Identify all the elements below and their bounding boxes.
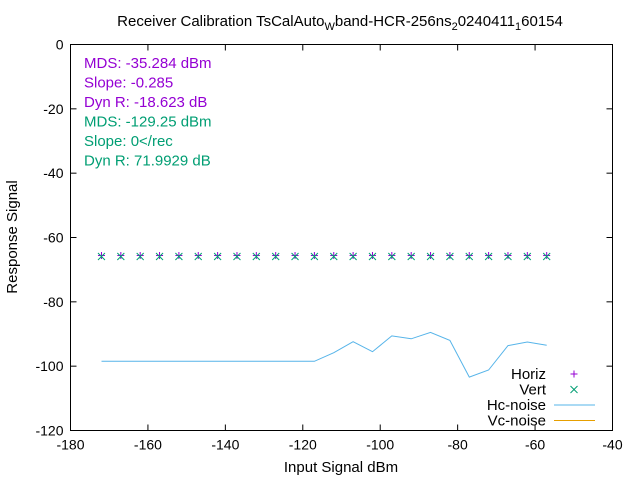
data-point-horiz <box>156 252 164 260</box>
data-point-horiz <box>233 252 241 260</box>
data-point-horiz <box>504 252 512 260</box>
data-point-horiz <box>330 252 338 260</box>
data-point-vert <box>213 252 222 261</box>
title-base: Receiver Calibration TsCalAuto <box>117 13 324 30</box>
data-point-vert <box>310 252 319 261</box>
x-axis-ticks: -180 -160 -140 -120 -100 -80 -60 -40 <box>56 44 623 453</box>
x-tick-label: -120 <box>289 437 317 453</box>
data-point-vert <box>116 252 125 261</box>
legend-label-vc-noise: Vc-noise <box>488 413 546 430</box>
title-mid-2: 0240411 <box>458 13 515 30</box>
data-point-vert <box>387 252 396 261</box>
x-tick-label: -100 <box>366 437 394 453</box>
data-point-horiz <box>523 252 531 260</box>
y-tick-label: -60 <box>43 230 63 246</box>
x-tick-label: -160 <box>134 437 162 453</box>
annotation-text: MDS: -35.284 dBm <box>84 55 212 72</box>
data-point-vert <box>504 252 512 261</box>
data-point-horiz <box>485 252 493 260</box>
annotation-text: MDS: -129.25 dBm <box>84 114 212 131</box>
y-tick-label: -100 <box>35 358 63 374</box>
y-axis-ticks: -120 -100 -80 -60 -40 -20 0 <box>35 37 613 439</box>
title-mid: band-HCR-256ns <box>335 13 452 30</box>
data-point-vert <box>523 252 532 261</box>
data-point-horiz <box>291 252 299 260</box>
data-point-horiz <box>310 252 318 260</box>
data-point-vert <box>368 252 377 261</box>
x-tick-label: -80 <box>448 437 468 453</box>
annotations: MDS: -35.284 dBm Slope: -0.285 Dyn R: -18.… <box>84 55 212 170</box>
x-axis-label: Input Signal dBm <box>284 459 398 476</box>
data-point-horiz <box>252 252 260 260</box>
legend-label-hc-noise: Hc-noise <box>487 397 546 414</box>
data-point-vert <box>484 252 493 261</box>
data-point-vert <box>97 252 106 261</box>
data-point-horiz <box>214 252 222 260</box>
legend-label-vert: Vert <box>519 382 547 399</box>
title-sub-2: 2 <box>452 21 458 33</box>
data-point-vert <box>233 252 241 261</box>
legend-marker-x <box>570 385 578 394</box>
data-point-vert <box>136 252 145 261</box>
legend-marker-plus <box>570 370 578 378</box>
data-point-horiz <box>465 252 473 260</box>
data-point-horiz <box>117 252 125 260</box>
series-layer <box>97 252 551 378</box>
data-point-vert <box>426 252 435 261</box>
data-point-vert <box>542 252 551 261</box>
data-point-vert <box>175 252 183 261</box>
data-point-horiz <box>368 252 376 260</box>
annotation-text: Dyn R: 71.9929 dB <box>84 153 211 170</box>
data-point-horiz <box>388 252 396 260</box>
x-tick-label: -60 <box>525 437 545 453</box>
title-sub-3: 1 <box>515 21 521 33</box>
data-point-horiz <box>194 252 202 260</box>
data-point-horiz <box>136 252 144 260</box>
data-point-horiz <box>446 252 454 260</box>
x-tick-label: -40 <box>602 437 622 453</box>
y-tick-label: -80 <box>43 294 63 310</box>
legend-label-horiz: Horiz <box>511 366 546 383</box>
data-point-horiz <box>427 252 435 260</box>
x-tick-label: -180 <box>56 437 84 453</box>
y-tick-label: 0 <box>56 37 64 53</box>
series-line-hc-noise <box>101 331 547 378</box>
y-tick-label: -20 <box>43 101 63 117</box>
data-point-horiz <box>175 252 183 260</box>
data-point-vert <box>465 252 474 261</box>
data-point-horiz <box>543 252 551 260</box>
data-point-horiz <box>407 252 415 260</box>
data-point-vert <box>446 252 454 261</box>
annotation-text: Dyn R: -18.623 dB <box>84 94 207 111</box>
y-tick-label: -120 <box>35 423 63 439</box>
data-point-vert <box>349 252 357 261</box>
chart-title: Receiver Calibration TsCalAutoWband-HCR-… <box>117 13 563 33</box>
data-point-vert <box>155 252 164 261</box>
y-tick-label: -40 <box>43 165 63 181</box>
title-tail: 60154 <box>521 13 563 30</box>
x-tick-label: -140 <box>211 437 239 453</box>
data-point-vert <box>194 252 203 261</box>
data-point-horiz <box>349 252 357 260</box>
y-axis-label: Response Signal <box>4 180 21 293</box>
data-point-vert <box>407 252 416 261</box>
data-point-vert <box>252 252 261 261</box>
data-point-vert <box>329 252 338 261</box>
data-point-horiz <box>97 252 105 260</box>
data-point-horiz <box>272 252 280 260</box>
data-point-vert <box>291 252 299 261</box>
title-sub-1: W <box>324 21 335 33</box>
data-point-vert <box>271 252 280 261</box>
annotation-text: Slope: -0.285 <box>84 75 173 92</box>
annotation-text: Slope: 0</rec <box>84 133 173 150</box>
